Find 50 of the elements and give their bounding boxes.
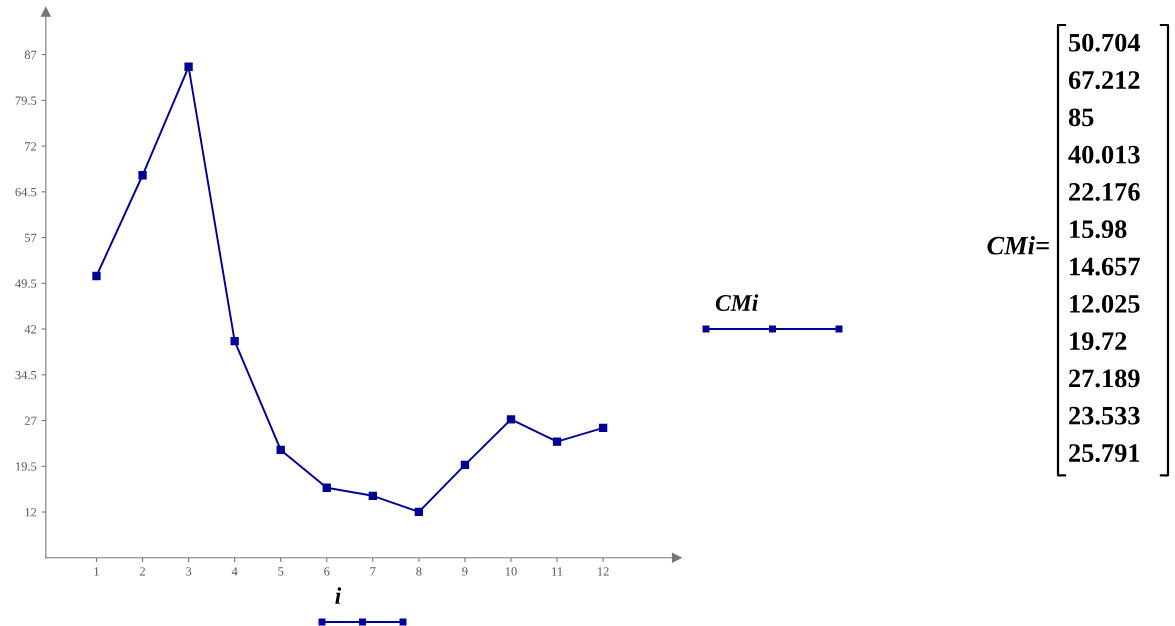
- y-tick-label: 57: [25, 233, 37, 243]
- x-tick-label: 2: [139, 567, 145, 576]
- point: [506, 415, 516, 424]
- text: 14.657: [1070, 257, 1140, 276]
- point: [598, 423, 608, 433]
- y-tick-label: 12: [25, 508, 37, 517]
- point: [138, 171, 147, 180]
- x-tick-label: 3: [186, 567, 192, 576]
- text: 40.013: [1068, 145, 1140, 164]
- point: [92, 271, 101, 281]
- y-tick-label: 64.5: [15, 187, 37, 197]
- x-tick-label: 4: [231, 567, 238, 576]
- point: [184, 62, 193, 71]
- x-tick-label: 1: [94, 567, 99, 576]
- text: 22.176: [1069, 183, 1140, 201]
- y-tick-label: 87: [24, 50, 37, 60]
- y-tick-label: 34.5: [15, 370, 37, 380]
- text: 19.72: [1070, 332, 1127, 351]
- point: [230, 337, 239, 346]
- y-tick-label: 72: [25, 142, 37, 151]
- x-tick-label: 9: [462, 567, 468, 576]
- x-tick-label: 11: [552, 567, 563, 576]
- point: [552, 437, 562, 446]
- point: [276, 445, 285, 455]
- y-tick-label: 42: [24, 325, 37, 334]
- x-tick-label: 10: [505, 567, 517, 576]
- x-axis-title: i: [335, 587, 342, 604]
- point: [322, 483, 331, 492]
- x-tick-label: 12: [597, 567, 609, 576]
- text: 50.704: [1069, 33, 1141, 52]
- text: 27.189: [1069, 369, 1140, 388]
- point: [460, 460, 470, 470]
- x-tick-label: 8: [416, 567, 422, 576]
- x-tick-label: 6: [324, 567, 330, 576]
- y-tick-label: 19.5: [16, 462, 37, 471]
- text: 67.212: [1068, 71, 1140, 90]
- text: 12.025: [1070, 294, 1140, 313]
- y-axis-title: CMi: [715, 294, 759, 311]
- x-tick-label: 5: [278, 567, 284, 576]
- point: [414, 507, 424, 517]
- point: [368, 491, 377, 500]
- text: 25.791: [1069, 444, 1140, 463]
- text: 85: [1068, 108, 1094, 127]
- text: CMi=: [987, 236, 1049, 255]
- y-tick-label: 27: [24, 416, 37, 425]
- x-tick-label: 7: [370, 567, 376, 576]
- y-tick-label: 49.5: [15, 279, 37, 288]
- text: 15.98: [1070, 220, 1127, 239]
- text: 23.533: [1069, 406, 1140, 425]
- y-tick-label: 79.5: [15, 96, 37, 105]
